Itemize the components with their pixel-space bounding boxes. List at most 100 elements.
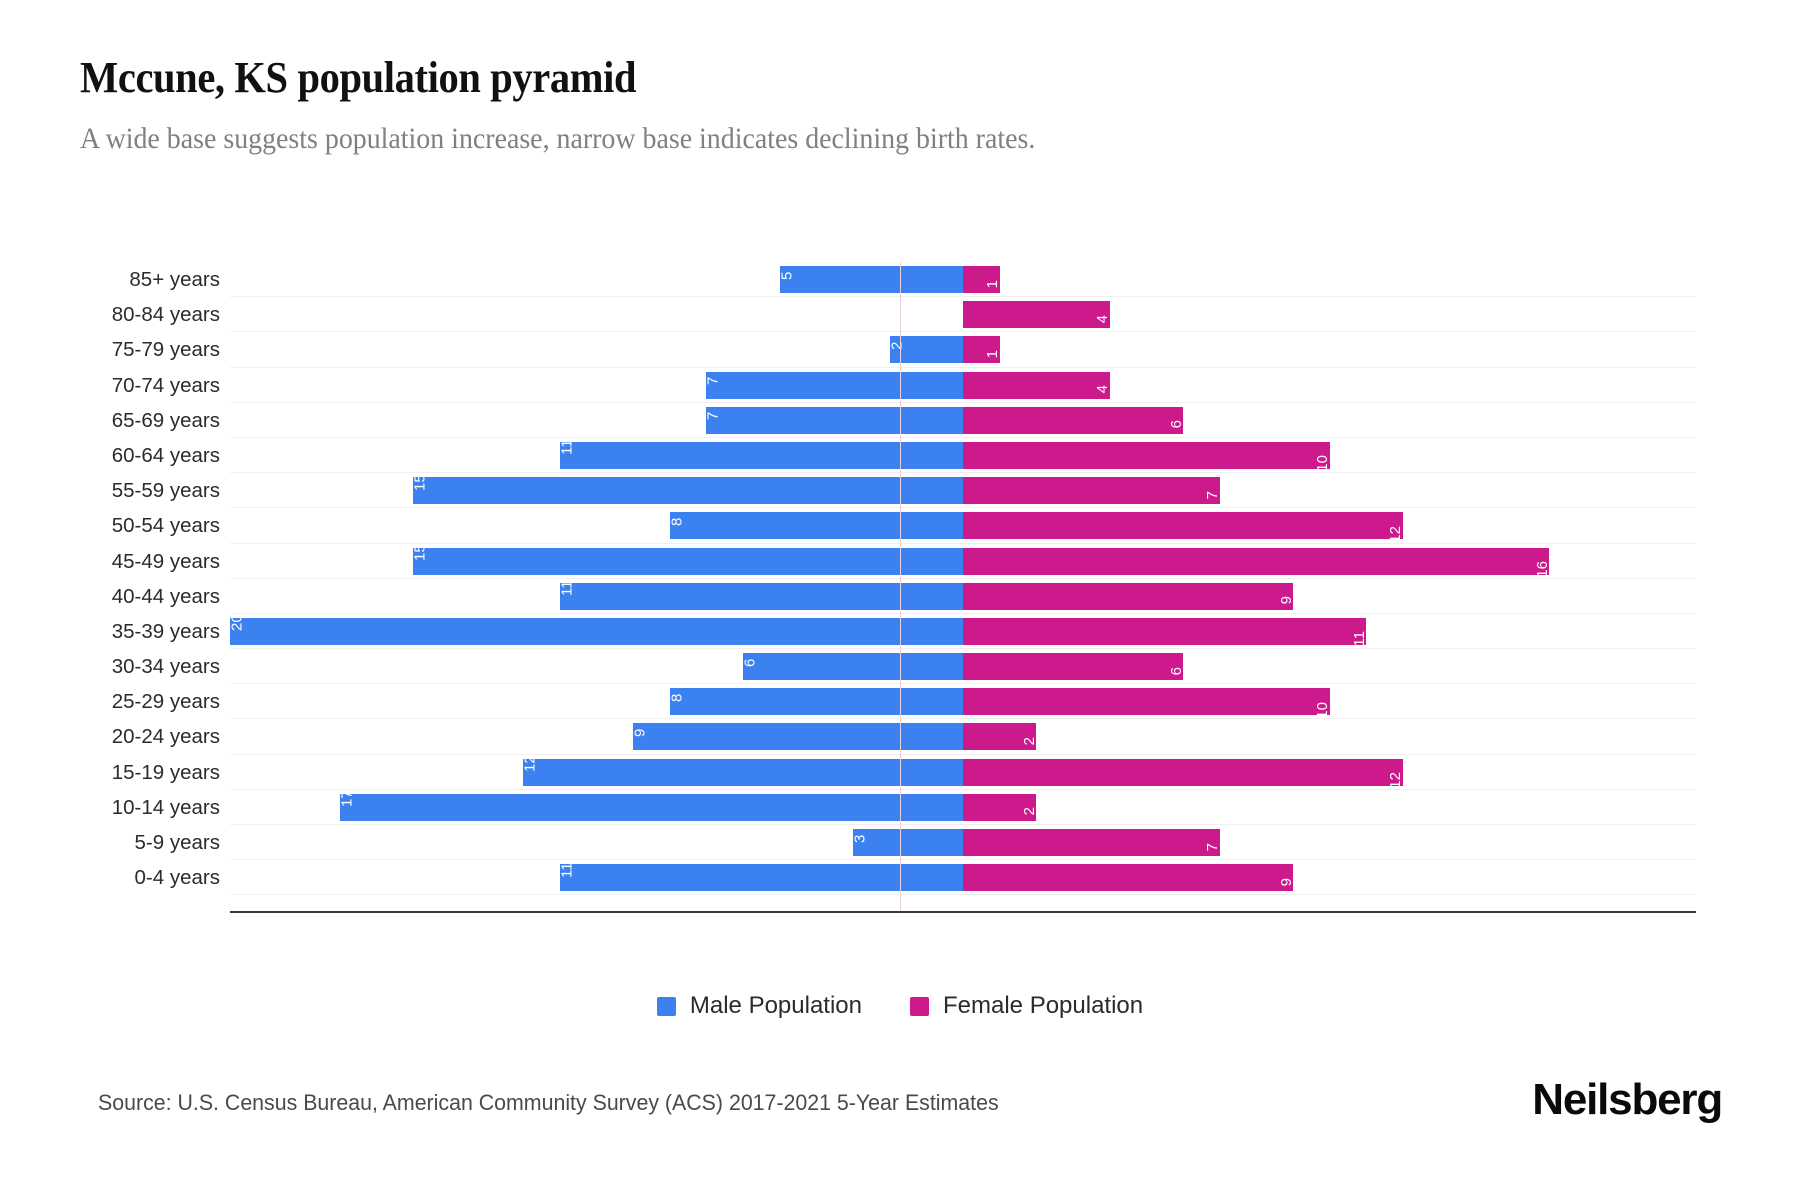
bar-male[interactable]: 9	[632, 723, 963, 751]
bar-female[interactable]: 12	[963, 758, 1405, 789]
bar-male[interactable]: 11	[558, 581, 963, 610]
bar-male[interactable]: 20	[229, 615, 963, 645]
bar-male[interactable]: 3	[852, 829, 963, 856]
bar-female[interactable]: 11	[963, 617, 1368, 647]
bar-male[interactable]: 7	[704, 406, 963, 434]
y-axis-tick-label: 80-84 years	[111, 303, 220, 327]
y-axis-tick-label: 55-59 years	[111, 479, 220, 503]
bar-female[interactable]: 1	[963, 266, 1001, 293]
population-pyramid-plot: 85+ years 5 1 80-84 years 4 75-79 years 2 1 70-7…	[80, 262, 1720, 913]
row-bars: 4	[230, 297, 1696, 332]
male-half: 9	[230, 723, 963, 751]
legend-item-female[interactable]: Female Population	[910, 992, 1143, 1020]
row-gridline	[230, 753, 1696, 755]
legend-swatch-male-icon	[656, 996, 676, 1016]
y-axis-tick-label: 40-44 years	[111, 584, 220, 608]
bar-female[interactable]: 2	[963, 793, 1038, 821]
row-bars: 11 10	[230, 438, 1696, 473]
bar-value-female: 12	[1387, 772, 1405, 789]
row-bars: 17 2	[230, 790, 1696, 825]
row-gridline	[230, 683, 1696, 685]
bar-female[interactable]: 10	[963, 688, 1331, 718]
female-half: 6	[963, 406, 1696, 434]
y-axis-tick-label: 85+ years	[129, 268, 220, 291]
bar-male[interactable]: 15	[411, 473, 963, 505]
row-gridline	[230, 648, 1696, 650]
bar-male[interactable]: 17	[338, 791, 963, 821]
bar-female[interactable]: 1	[963, 336, 1001, 364]
bar-female[interactable]: 4	[963, 301, 1111, 329]
pyramid-row: 25-29 years 8 10	[80, 684, 1720, 720]
bar-female[interactable]: 16	[963, 547, 1551, 578]
bar-male[interactable]: 2	[888, 336, 963, 364]
female-half: 2	[963, 793, 1696, 821]
male-half: 8	[230, 688, 963, 716]
row-bars: 8 12	[230, 508, 1696, 543]
bar-value-male: 5	[778, 271, 796, 280]
bar-value-female: 7	[1204, 842, 1222, 851]
x-axis-line	[230, 911, 1696, 913]
pyramid-row: 70-74 years 7 4	[80, 368, 1720, 403]
row-gridline	[230, 401, 1696, 403]
bar-value-female: 9	[1277, 596, 1295, 605]
bar-female[interactable]: 12	[963, 512, 1404, 543]
female-half: 10	[963, 688, 1696, 718]
bar-value-female: 2	[1020, 807, 1038, 816]
bar-male[interactable]: 15	[412, 544, 963, 575]
bar-male[interactable]: 6	[741, 653, 963, 681]
bar-female[interactable]: 7	[963, 477, 1222, 505]
y-axis-tick-label: 15-19 years	[111, 760, 220, 784]
bar-value-male: 8	[668, 517, 686, 526]
bar-value-male: 7	[704, 376, 722, 386]
bar-female[interactable]: 2	[963, 723, 1038, 751]
bar-value-male: 8	[668, 693, 686, 702]
bar-value-male: 11	[558, 862, 576, 878]
bar-male[interactable]: 12	[522, 755, 963, 786]
pyramid-row: 80-84 years 4	[80, 297, 1720, 333]
female-half: 12	[963, 758, 1696, 789]
bar-male[interactable]: 11	[558, 439, 963, 469]
bar-value-male: 7	[704, 411, 722, 421]
bar-female[interactable]: 10	[963, 441, 1331, 472]
bar-female[interactable]: 6	[963, 653, 1184, 681]
row-gridline	[230, 507, 1696, 509]
bar-female[interactable]: 4	[963, 371, 1111, 399]
bar-value-male: 6	[741, 658, 759, 667]
bar-female[interactable]: 7	[963, 829, 1222, 856]
bar-male[interactable]: 8	[668, 688, 963, 716]
male-half: 5	[230, 266, 963, 293]
bar-female[interactable]: 6	[963, 406, 1184, 434]
pyramid-row: 50-54 years 8 12	[80, 508, 1720, 544]
pyramid-row: 75-79 years 2 1	[80, 332, 1720, 368]
bar-male[interactable]: 5	[778, 266, 963, 293]
male-half: 15	[230, 473, 963, 505]
bar-male[interactable]: 8	[668, 512, 963, 540]
row-bars: 11 9	[230, 860, 1696, 895]
bar-female[interactable]: 9	[963, 864, 1294, 892]
row-bars: 20 11	[229, 614, 1696, 649]
male-half: 11	[230, 581, 963, 610]
bar-female[interactable]: 9	[963, 582, 1295, 610]
male-half: 20	[229, 615, 963, 645]
brand-logo: Neilsberg	[1532, 1075, 1723, 1124]
male-half: 15	[230, 544, 963, 575]
male-half	[230, 301, 963, 328]
page-subtitle: A wide base suggests population increase…	[80, 122, 1036, 155]
legend-item-male[interactable]: Male Population	[656, 992, 862, 1020]
bar-value-male: 11	[558, 439, 576, 456]
bar-value-female: 7	[1204, 490, 1222, 499]
male-half: 17	[230, 791, 963, 821]
bar-value-female: 2	[1020, 736, 1038, 746]
pyramid-row: 45-49 years 15 16	[80, 544, 1720, 579]
y-axis-tick-label: 35-39 years	[111, 619, 220, 643]
bar-male[interactable]: 7	[704, 371, 963, 399]
bar-male[interactable]: 11	[558, 862, 963, 892]
row-bars: 8 10	[230, 684, 1696, 719]
pyramid-rows: 85+ years 5 1 80-84 years 4 75-79 years 2 1 70-7…	[80, 262, 1720, 912]
male-half: 6	[230, 653, 963, 681]
bar-value-male: 15	[411, 473, 429, 491]
male-half: 3	[230, 829, 963, 856]
